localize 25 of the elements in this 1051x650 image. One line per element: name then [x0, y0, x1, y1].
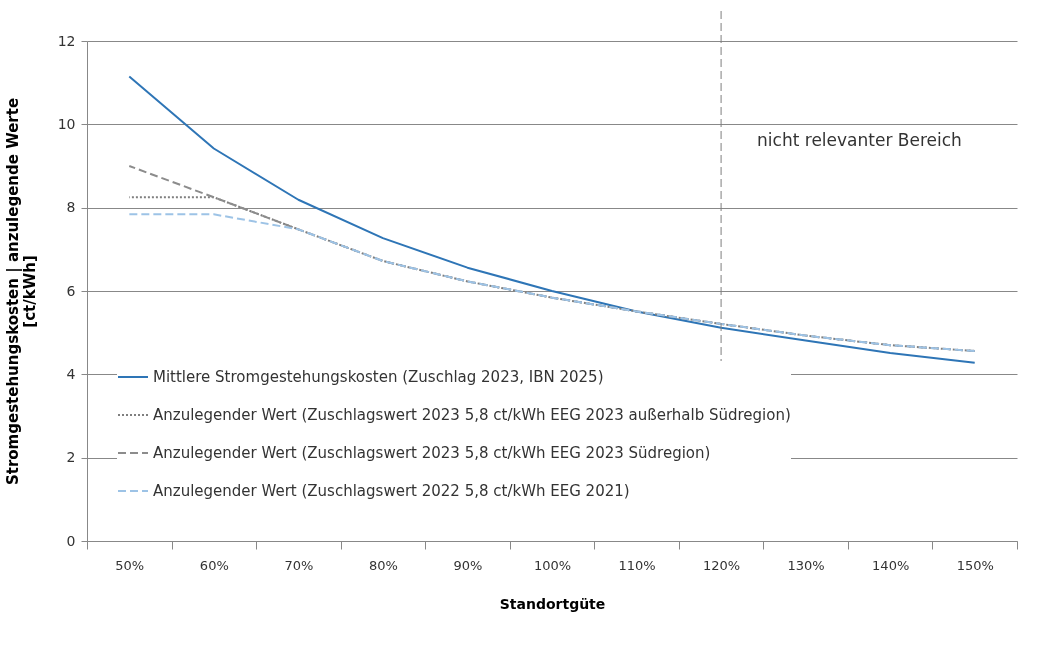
y-tick-label: 0 [66, 532, 76, 549]
x-tick-label: 130% [787, 557, 825, 573]
y-tick-label: 10 [57, 115, 76, 132]
y-axis-title: Stromgestehungskosten | anzulegende Werte [ct/kWh] [3, 97, 39, 486]
x-tick-label: 110% [618, 557, 656, 573]
x-tick-label: 100% [533, 557, 572, 573]
x-tick-label: 50% [115, 557, 145, 573]
legend-label: Anzulegender Wert (Zuschlagswert 2023 5,8 ct/kWh EEG 2023 Südregion) [153, 444, 711, 462]
y-tick-label: 12 [57, 32, 76, 49]
x-tick-label: 60% [199, 557, 229, 573]
y-tick-label: 4 [66, 365, 76, 382]
x-tick-label: 70% [284, 557, 314, 573]
x-tick-label: 80% [368, 557, 398, 573]
ref-line-label: nicht relevanter Bereich [757, 130, 962, 150]
x-tick-label: 120% [703, 557, 741, 573]
y-tick-label: 8 [66, 199, 76, 216]
x-tick-label: 150% [956, 557, 994, 573]
x-tick-label: 140% [872, 557, 910, 573]
y-tick-label: 2 [66, 449, 76, 466]
legend-label: Mittlere Stromgestehungskosten (Zuschlag 2023, IBN 2025) [153, 368, 604, 386]
legend-label: Anzulegender Wert (Zuschlagswert 2022 5,8 ct/kWh EEG 2021) [153, 482, 630, 500]
x-axis-title: Standortgüte [499, 595, 606, 612]
legend-label: Anzulegender Wert (Zuschlagswert 2023 5,8 ct/kWh EEG 2023 außerhalb Südregion) [153, 406, 791, 424]
x-tick-label: 90% [453, 557, 483, 573]
y-tick-label: 6 [66, 282, 76, 299]
